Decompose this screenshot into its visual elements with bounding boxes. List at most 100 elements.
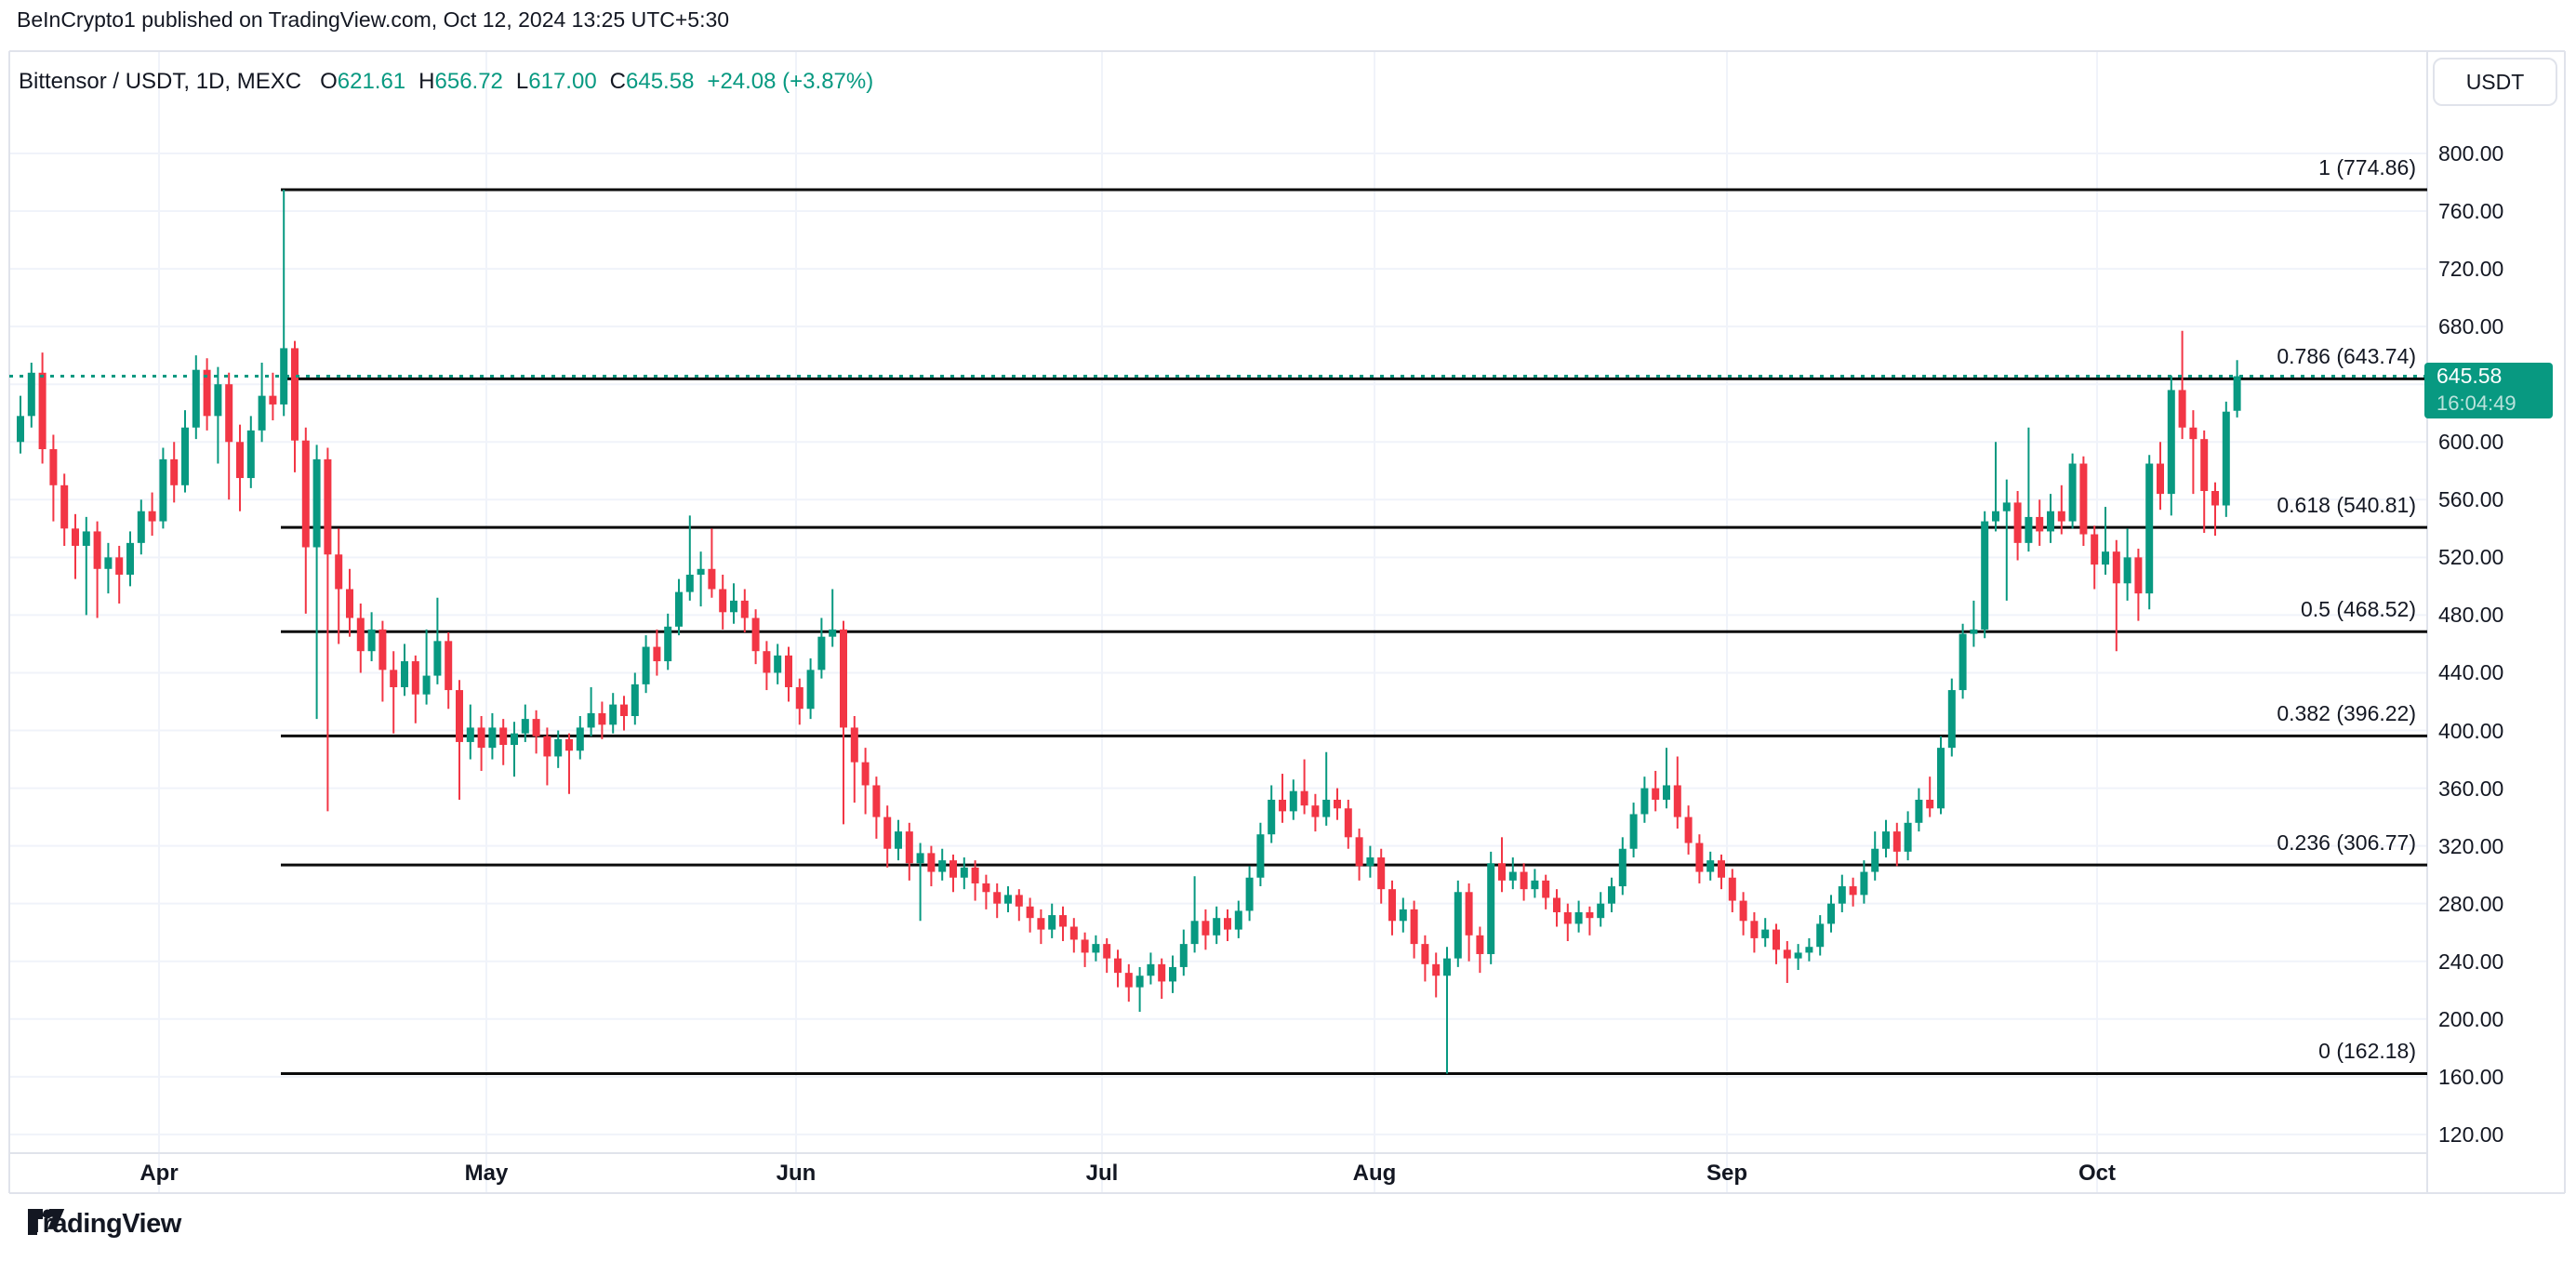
candle-body[interactable] bbox=[949, 860, 957, 878]
candle-body[interactable] bbox=[378, 629, 387, 670]
candle-body[interactable] bbox=[740, 600, 749, 618]
candle-body[interactable] bbox=[1279, 799, 1286, 812]
candle-body[interactable] bbox=[1399, 909, 1407, 922]
candle-body[interactable] bbox=[1410, 909, 1418, 945]
candle-body[interactable] bbox=[192, 369, 200, 428]
candle-body[interactable] bbox=[653, 646, 661, 662]
candle-body[interactable] bbox=[1860, 871, 1868, 896]
candle-body[interactable] bbox=[1004, 895, 1012, 904]
candle-body[interactable] bbox=[2091, 534, 2099, 565]
candle-body[interactable] bbox=[960, 867, 968, 878]
candle-body[interactable] bbox=[1069, 926, 1078, 940]
candle-body[interactable] bbox=[390, 670, 398, 687]
candle-body[interactable] bbox=[1992, 511, 1999, 522]
candle-body[interactable] bbox=[1158, 963, 1166, 982]
candle-body[interactable] bbox=[1981, 521, 1989, 630]
candle-body[interactable] bbox=[795, 686, 803, 710]
candle-body[interactable] bbox=[895, 831, 902, 849]
candle-body[interactable] bbox=[785, 655, 792, 687]
candle-body[interactable] bbox=[1059, 915, 1067, 927]
candle-body[interactable] bbox=[1739, 900, 1747, 922]
candle-body[interactable] bbox=[1652, 788, 1660, 800]
candle-body[interactable] bbox=[1574, 911, 1583, 924]
candle-body[interactable] bbox=[291, 348, 299, 441]
candle-body[interactable] bbox=[346, 589, 353, 618]
candle-body[interactable] bbox=[1629, 814, 1638, 849]
candle-body[interactable] bbox=[137, 511, 145, 543]
candle-body[interactable] bbox=[1169, 966, 1176, 982]
candle-body[interactable] bbox=[1947, 690, 1956, 749]
candle-body[interactable] bbox=[159, 458, 167, 522]
candle-body[interactable] bbox=[1827, 903, 1835, 924]
candle-body[interactable] bbox=[1937, 748, 1945, 809]
candle-body[interactable] bbox=[2222, 411, 2230, 506]
candle-body[interactable] bbox=[104, 557, 113, 569]
candle-body[interactable] bbox=[1563, 911, 1572, 924]
candle-body[interactable] bbox=[1092, 944, 1100, 953]
candle-body[interactable] bbox=[2145, 463, 2154, 594]
candle-body[interactable] bbox=[335, 554, 343, 590]
candle-body[interactable] bbox=[1761, 929, 1770, 938]
candle-body[interactable] bbox=[1037, 918, 1045, 930]
candle-body[interactable] bbox=[60, 484, 69, 529]
candle-body[interactable] bbox=[730, 600, 737, 613]
candle-body[interactable] bbox=[1695, 843, 1704, 872]
candle-body[interactable] bbox=[927, 853, 936, 872]
candle-body[interactable] bbox=[1904, 822, 1912, 852]
candle-body[interactable] bbox=[1783, 949, 1791, 959]
candle-body[interactable] bbox=[2036, 516, 2044, 532]
candle-body[interactable] bbox=[1114, 958, 1122, 974]
candle-body[interactable] bbox=[312, 458, 321, 548]
candle-body[interactable] bbox=[609, 704, 617, 725]
candle-body[interactable] bbox=[2068, 463, 2077, 522]
candle-body[interactable] bbox=[2102, 551, 2109, 565]
candle-body[interactable] bbox=[1718, 860, 1725, 878]
candle-body[interactable] bbox=[1531, 880, 1539, 890]
candle-body[interactable] bbox=[269, 395, 277, 405]
candle-body[interactable] bbox=[1805, 947, 1813, 953]
candle-body[interactable] bbox=[872, 785, 881, 817]
candle-body[interactable] bbox=[1849, 886, 1857, 896]
candle-body[interactable] bbox=[126, 542, 134, 575]
candle-body[interactable] bbox=[17, 416, 24, 443]
candle-body[interactable] bbox=[1871, 848, 1879, 872]
candle-body[interactable] bbox=[148, 511, 156, 522]
currency-button[interactable]: USDT bbox=[2433, 58, 2557, 106]
candle-body[interactable] bbox=[1520, 871, 1528, 890]
candle-body[interactable] bbox=[2189, 427, 2198, 440]
candle-body[interactable] bbox=[445, 641, 453, 691]
candle-body[interactable] bbox=[488, 727, 497, 749]
candle-body[interactable] bbox=[1487, 863, 1495, 954]
candle-body[interactable] bbox=[225, 384, 233, 443]
candle-body[interactable] bbox=[1202, 921, 1210, 936]
candle-body[interactable] bbox=[2178, 390, 2186, 428]
candle-body[interactable] bbox=[971, 867, 979, 883]
candle-body[interactable] bbox=[49, 449, 58, 485]
candle-body[interactable] bbox=[236, 442, 244, 479]
candle-body[interactable] bbox=[2134, 557, 2143, 594]
candle-body[interactable] bbox=[1684, 816, 1693, 843]
symbol-legend[interactable]: Bittensor / USDT, 1D, MEXC O621.61 H656.… bbox=[19, 69, 873, 95]
candle-body[interactable] bbox=[1443, 958, 1451, 976]
candle-body[interactable] bbox=[1388, 889, 1396, 922]
candle-body[interactable] bbox=[511, 733, 518, 746]
candle-body[interactable] bbox=[1476, 935, 1484, 954]
candle-body[interactable] bbox=[1213, 918, 1221, 936]
candle-body[interactable] bbox=[2079, 463, 2088, 535]
candle-body[interactable] bbox=[1586, 911, 1594, 919]
candle-body[interactable] bbox=[554, 738, 563, 757]
candle-body[interactable] bbox=[1454, 892, 1462, 959]
candle-body[interactable] bbox=[1498, 863, 1506, 881]
candle-body[interactable] bbox=[411, 661, 419, 695]
candle-body[interactable] bbox=[422, 675, 431, 695]
candle-body[interactable] bbox=[93, 531, 101, 569]
candle-body[interactable] bbox=[664, 626, 672, 662]
candle-body[interactable] bbox=[817, 636, 826, 670]
candle-body[interactable] bbox=[642, 646, 650, 684]
candle-body[interactable] bbox=[170, 458, 179, 485]
candle-body[interactable] bbox=[2013, 502, 2022, 543]
candle-body[interactable] bbox=[2047, 511, 2054, 532]
candle-body[interactable] bbox=[1673, 785, 1681, 817]
candle-body[interactable] bbox=[1816, 923, 1825, 948]
